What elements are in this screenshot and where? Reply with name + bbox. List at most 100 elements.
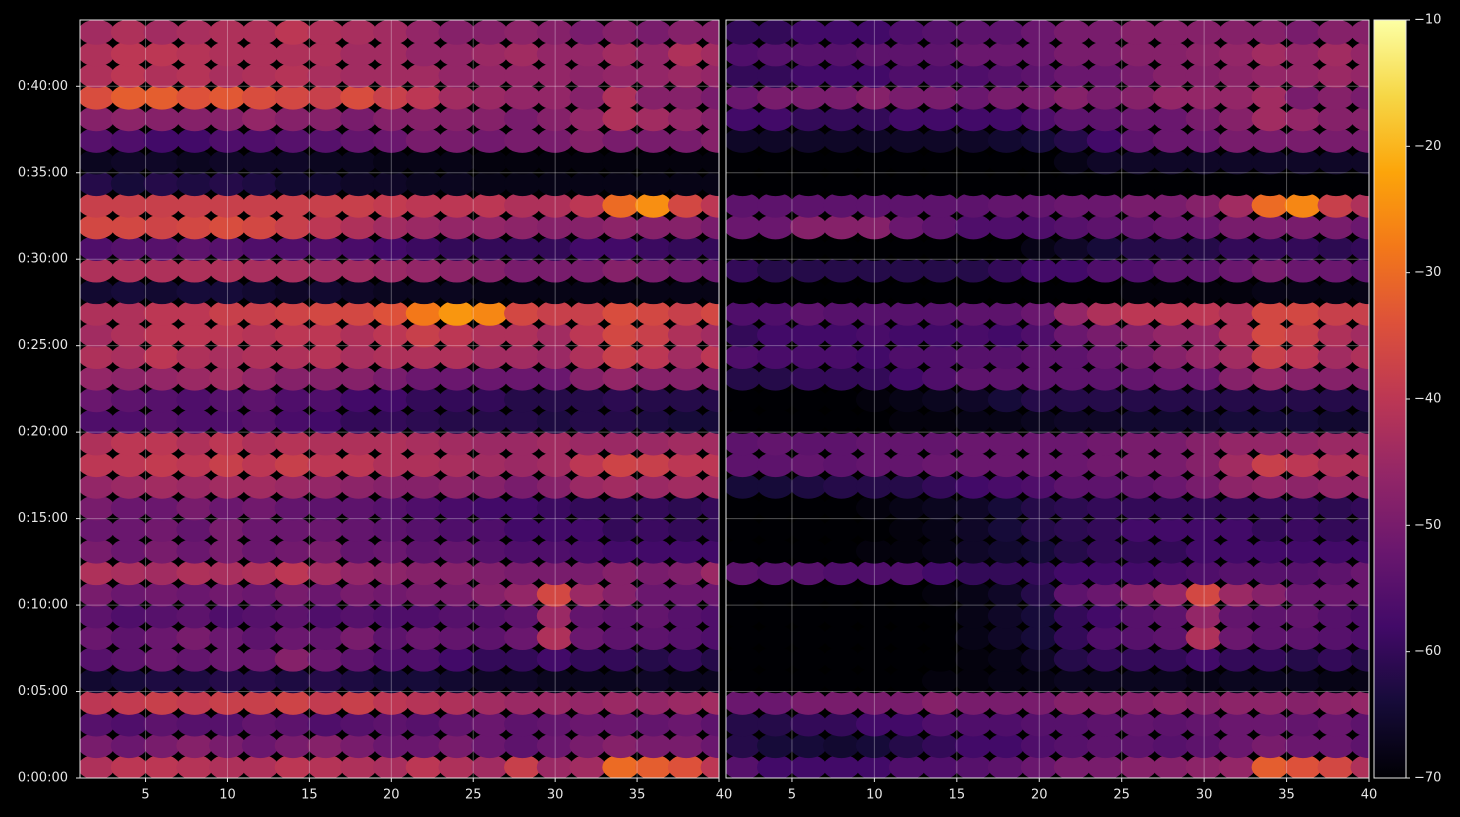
cell: [1317, 473, 1355, 499]
cell: [987, 214, 1025, 240]
cell: [726, 279, 761, 305]
cell: [822, 646, 860, 672]
cell: [405, 192, 443, 218]
cell: [726, 300, 761, 326]
cell: [789, 365, 827, 391]
cell: [1119, 279, 1157, 305]
cell: [700, 711, 719, 737]
cell: [110, 322, 148, 348]
cell: [789, 624, 827, 651]
cell: [1218, 516, 1256, 542]
cell: [888, 538, 926, 564]
cell: [888, 408, 926, 434]
cell: [241, 279, 279, 305]
cell: [1086, 365, 1124, 391]
cell: [667, 84, 705, 110]
cell: [340, 300, 377, 326]
cell: [1152, 127, 1190, 153]
cell: [1317, 192, 1355, 218]
cell: [1152, 192, 1190, 218]
cell: [504, 387, 541, 413]
cell: [822, 560, 860, 586]
cell: [888, 257, 926, 283]
cell: [1284, 495, 1322, 521]
cell: [536, 516, 574, 542]
cell: [888, 214, 926, 240]
cell: [756, 322, 794, 348]
cell: [1119, 387, 1157, 413]
cell: [307, 365, 345, 391]
cell: [1119, 538, 1157, 564]
cell: [855, 516, 893, 542]
cell: [1119, 106, 1157, 132]
cell: [1350, 127, 1369, 153]
cell: [700, 279, 719, 305]
cell: [504, 214, 541, 240]
cell: [536, 452, 574, 478]
cell: [1185, 408, 1223, 434]
cell: [954, 754, 992, 778]
cell: [504, 711, 541, 737]
cell: [635, 733, 672, 759]
cell: [1284, 62, 1322, 89]
cell: [789, 84, 827, 110]
cell: [1317, 452, 1355, 478]
cell: [756, 408, 794, 434]
cell: [1053, 560, 1091, 586]
cell: [405, 430, 443, 456]
cell: [667, 343, 705, 370]
cell: [569, 62, 607, 89]
cell: [756, 560, 794, 586]
cell: [274, 214, 312, 240]
cell: [176, 754, 214, 778]
cell: [822, 20, 860, 45]
cell: [789, 171, 827, 197]
cell: [987, 300, 1025, 326]
cell: [307, 300, 345, 326]
cell: [372, 84, 410, 110]
cell: [1020, 84, 1058, 110]
cell: [1218, 279, 1256, 305]
cell: [789, 20, 827, 45]
cell: [438, 62, 476, 89]
cell: [602, 214, 640, 240]
cell: [1350, 603, 1369, 629]
cell: [569, 387, 607, 413]
cell: [1185, 387, 1223, 413]
cell: [756, 581, 794, 607]
cell: [1218, 495, 1256, 521]
cell: [1251, 711, 1289, 737]
colorbar-tick-label: −30: [1414, 265, 1441, 280]
cell: [1317, 235, 1355, 261]
cell: [471, 473, 508, 499]
cell: [726, 668, 761, 694]
cell: [1350, 408, 1369, 434]
cell: [1251, 62, 1289, 89]
cell: [569, 430, 607, 456]
cell: [340, 516, 377, 542]
cell: [372, 20, 410, 45]
cell: [987, 668, 1025, 694]
cell: [1020, 408, 1058, 434]
cell: [1251, 603, 1289, 629]
cell: [1350, 41, 1369, 67]
cell: [176, 495, 214, 521]
cell: [1251, 754, 1289, 778]
cell: [1086, 430, 1124, 456]
cell: [1284, 538, 1322, 564]
cell: [307, 711, 345, 737]
cell: [635, 300, 672, 326]
cell: [1317, 322, 1355, 348]
cell: [569, 365, 607, 391]
cell: [536, 387, 574, 413]
cell: [176, 171, 214, 197]
cell: [1185, 214, 1223, 240]
cell: [80, 624, 115, 651]
cell: [504, 646, 541, 672]
cell: [1119, 733, 1157, 759]
cell: [143, 62, 181, 89]
cell: [602, 495, 640, 521]
cell: [1119, 20, 1157, 45]
cell: [1350, 300, 1369, 326]
cell: [1185, 62, 1223, 89]
